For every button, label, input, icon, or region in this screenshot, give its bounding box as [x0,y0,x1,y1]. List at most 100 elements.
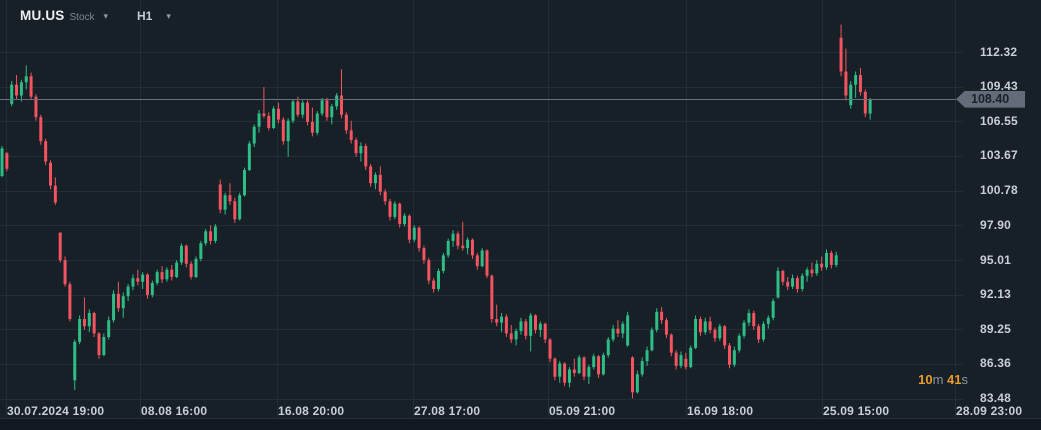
time-tick-label: 05.09 21:00 [549,404,616,418]
candle-body [795,278,799,289]
candle-body [538,323,542,330]
candle-body [364,145,368,167]
price-tick-label: 95.01 [980,252,1012,267]
candle-body [863,91,867,114]
candle-body [509,333,513,340]
time-tick-label: 27.08 17:00 [414,404,481,418]
candle-body [868,99,872,114]
candle-body [194,258,198,277]
symbol-selector[interactable]: MU.US Stock ▾ [20,8,108,23]
candle-body [281,119,285,142]
candle-body [858,75,862,92]
chevron-down-icon: ▾ [103,11,109,21]
candle-body [213,226,217,241]
candle-body [403,215,407,225]
candle-body [272,108,276,128]
candle-body [635,374,639,393]
candle-body [349,130,353,140]
time-tick-label: 08.08 16:00 [141,404,208,418]
candle-body [63,260,67,285]
candle-body [485,250,489,276]
candle-body [524,321,528,336]
candle-body [29,76,33,97]
candle-body [582,357,586,377]
candle-body [791,278,795,287]
price-axis[interactable]: 108.40 112.32 109.43 106.55 103.67 100.78 97.… [955,0,1041,406]
candle-body [92,313,96,334]
price-tick-label: 112.32 [980,44,1018,59]
candle-body [204,231,208,244]
candle-body [810,269,814,274]
candle-body [626,315,630,346]
candle-body [315,113,319,133]
candle-body [373,174,377,184]
candle-body [340,95,343,115]
candle-body [34,96,38,118]
candle-body [490,275,494,320]
candle-body [116,293,120,309]
candle-body [262,113,266,116]
candle-body [102,337,106,356]
candle-body [228,195,232,202]
price-tick-label: 92.13 [980,287,1012,302]
candle-body [456,233,460,246]
candle-body [766,317,770,324]
candle-body [737,335,741,351]
price-tick-label: 89.25 [980,321,1012,336]
candle-body [519,321,523,332]
candle-body [291,101,295,121]
candle-body [24,76,28,83]
candle-body [679,355,683,366]
candle-body [243,170,246,196]
candle-body [233,201,237,220]
candle-body [335,95,339,107]
candle-body [257,113,261,127]
candle-body [451,233,455,241]
candle-body [475,255,479,267]
candle-body [728,345,731,365]
timeframe-selector[interactable]: H1 ▾ [137,9,171,23]
candle-body [577,357,581,374]
candle-body [839,37,843,72]
candle-body [597,356,601,375]
candle-body [330,106,334,118]
candle-body [689,347,693,368]
candle-body [218,184,222,210]
time-axis[interactable]: 30.07.2024 19:00 08.08 16:00 16.08 20:00 27… [0,402,1041,418]
candle-body [407,215,411,240]
candle-body [369,166,373,184]
candle-body [97,333,101,356]
candle-body [674,352,678,366]
chart-header: MU.US Stock ▾ H1 ▾ [0,8,1041,30]
candle-body [252,126,256,144]
candle-body [747,313,751,323]
candle-body [800,275,804,289]
candle-body [393,203,397,217]
candle-body [150,282,154,295]
candle-body [320,100,324,114]
price-tick-label: 83.48 [980,391,1012,406]
candle-body [165,269,169,280]
candle-body [611,328,615,340]
candle-body [854,75,858,85]
candle-body [301,102,305,115]
candle-body [179,245,183,263]
candle-body [378,174,382,192]
candle-body [820,263,824,268]
candle-body [398,203,402,225]
candle-body [703,321,707,333]
candle-body [834,255,838,265]
candle-body [0,148,4,177]
candle-body [15,84,19,96]
candle-body [655,311,659,330]
candle-body [112,293,116,321]
candle-body [427,260,431,281]
candle-body [563,363,567,383]
candle-body [829,252,833,265]
candle-body [713,329,717,339]
candle-body [388,201,392,217]
candle-body [49,162,52,186]
candle-body [504,316,508,334]
candle-body [543,323,547,340]
